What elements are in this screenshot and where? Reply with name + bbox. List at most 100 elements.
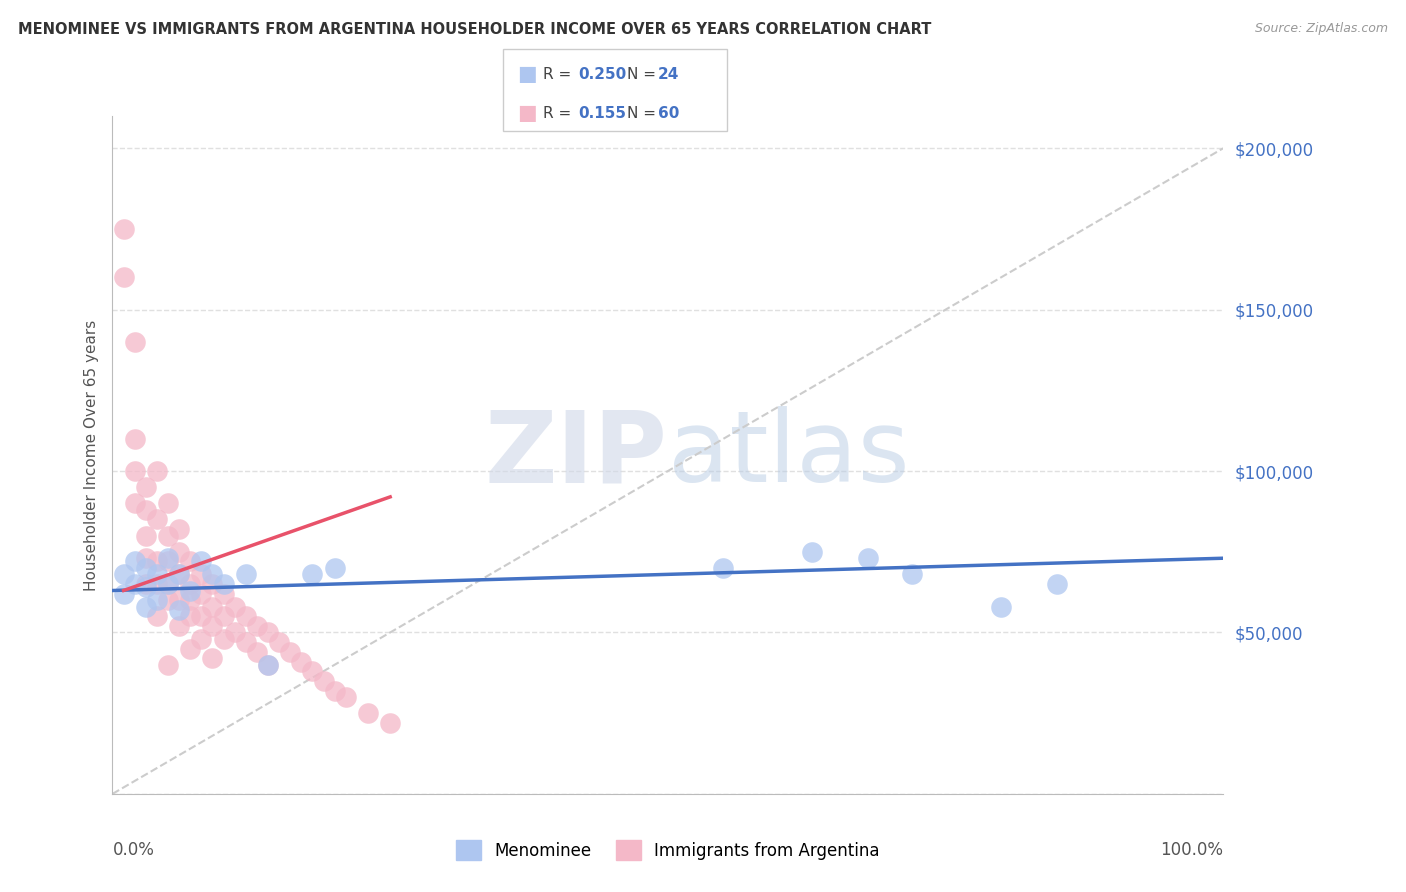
Point bbox=[201, 577, 224, 591]
Point bbox=[146, 464, 169, 478]
Point bbox=[246, 619, 269, 633]
Point bbox=[135, 561, 157, 575]
Point bbox=[157, 577, 180, 591]
Point bbox=[380, 715, 402, 730]
Point bbox=[235, 609, 257, 624]
Point bbox=[146, 512, 169, 526]
Point bbox=[257, 625, 280, 640]
Point bbox=[235, 635, 257, 649]
Point bbox=[124, 577, 146, 591]
Point bbox=[112, 222, 135, 236]
Y-axis label: Householder Income Over 65 years: Householder Income Over 65 years bbox=[83, 319, 98, 591]
Point bbox=[901, 567, 924, 582]
Point bbox=[290, 655, 312, 669]
Point bbox=[124, 554, 146, 568]
Point bbox=[212, 577, 235, 591]
Point bbox=[167, 567, 190, 582]
Point bbox=[713, 561, 735, 575]
Legend: Menominee, Immigrants from Argentina: Menominee, Immigrants from Argentina bbox=[449, 833, 887, 867]
Text: 100.0%: 100.0% bbox=[1160, 841, 1223, 859]
Text: N =: N = bbox=[627, 106, 661, 120]
Text: Source: ZipAtlas.com: Source: ZipAtlas.com bbox=[1254, 22, 1388, 36]
Point bbox=[167, 567, 190, 582]
Point bbox=[201, 599, 224, 614]
Point bbox=[157, 593, 180, 607]
Point bbox=[135, 599, 157, 614]
Point bbox=[212, 587, 235, 601]
Text: MENOMINEE VS IMMIGRANTS FROM ARGENTINA HOUSEHOLDER INCOME OVER 65 YEARS CORRELAT: MENOMINEE VS IMMIGRANTS FROM ARGENTINA H… bbox=[18, 22, 932, 37]
Point bbox=[212, 632, 235, 646]
Point bbox=[179, 577, 201, 591]
Point bbox=[357, 706, 380, 721]
Point bbox=[201, 651, 224, 665]
Point bbox=[323, 561, 346, 575]
Point bbox=[146, 609, 169, 624]
Point bbox=[257, 657, 280, 672]
Point bbox=[157, 554, 180, 568]
Text: 0.155: 0.155 bbox=[578, 106, 626, 120]
Point bbox=[135, 503, 157, 517]
Point bbox=[157, 551, 180, 566]
Point bbox=[124, 496, 146, 510]
Point bbox=[146, 577, 169, 591]
Text: ■: ■ bbox=[517, 103, 537, 123]
Point bbox=[1045, 577, 1069, 591]
Text: 0.0%: 0.0% bbox=[112, 841, 155, 859]
Point bbox=[201, 567, 224, 582]
Point bbox=[135, 577, 157, 591]
Point bbox=[190, 587, 212, 601]
Point bbox=[112, 587, 135, 601]
Point bbox=[167, 603, 190, 617]
Point bbox=[135, 551, 157, 566]
Point bbox=[190, 609, 212, 624]
Point bbox=[124, 464, 146, 478]
Point bbox=[224, 599, 246, 614]
Point bbox=[167, 593, 190, 607]
Text: 0.250: 0.250 bbox=[578, 67, 626, 81]
Point bbox=[323, 683, 346, 698]
Text: N =: N = bbox=[627, 67, 661, 81]
Point bbox=[112, 270, 135, 285]
Point bbox=[301, 567, 323, 582]
Point bbox=[201, 619, 224, 633]
Text: ZIP: ZIP bbox=[485, 407, 668, 503]
Text: R =: R = bbox=[543, 67, 576, 81]
Text: ■: ■ bbox=[517, 64, 537, 84]
Point bbox=[135, 480, 157, 494]
Point bbox=[146, 567, 169, 582]
Point bbox=[135, 580, 157, 594]
Point bbox=[257, 657, 280, 672]
Point bbox=[167, 619, 190, 633]
Point bbox=[146, 554, 169, 568]
Point bbox=[124, 334, 146, 349]
Point bbox=[179, 554, 201, 568]
Text: atlas: atlas bbox=[668, 407, 910, 503]
Point bbox=[301, 664, 323, 678]
Point bbox=[157, 577, 180, 591]
Text: 24: 24 bbox=[658, 67, 679, 81]
Point bbox=[112, 567, 135, 582]
Text: R =: R = bbox=[543, 106, 576, 120]
Point bbox=[124, 432, 146, 446]
Point bbox=[167, 545, 190, 559]
Point bbox=[190, 632, 212, 646]
Point bbox=[179, 641, 201, 656]
Point bbox=[157, 528, 180, 542]
Point bbox=[335, 690, 357, 704]
Point bbox=[278, 645, 301, 659]
Point bbox=[157, 657, 180, 672]
Point bbox=[312, 673, 335, 688]
Point bbox=[990, 599, 1012, 614]
Point bbox=[856, 551, 879, 566]
Point bbox=[179, 593, 201, 607]
Point bbox=[146, 593, 169, 607]
Point bbox=[212, 609, 235, 624]
Point bbox=[246, 645, 269, 659]
Point bbox=[157, 496, 180, 510]
Point bbox=[235, 567, 257, 582]
Point bbox=[179, 583, 201, 598]
Point bbox=[224, 625, 246, 640]
Point bbox=[167, 522, 190, 536]
Point bbox=[267, 635, 291, 649]
Point bbox=[801, 545, 824, 559]
